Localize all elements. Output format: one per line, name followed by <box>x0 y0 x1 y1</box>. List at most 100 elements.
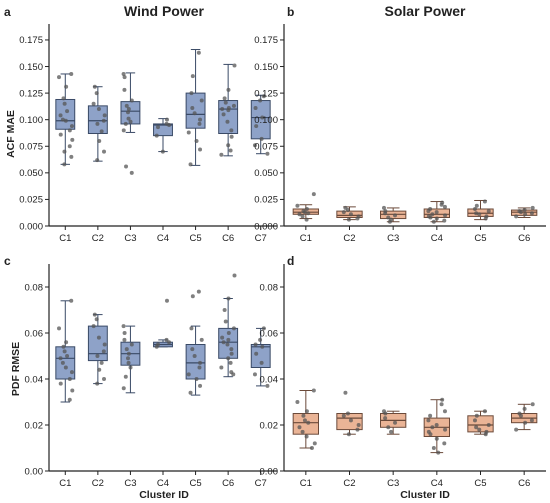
data-point <box>65 354 70 358</box>
data-point <box>167 123 172 127</box>
data-point <box>154 133 159 138</box>
data-point <box>123 374 128 379</box>
data-point <box>383 211 388 216</box>
data-point <box>64 340 69 345</box>
data-point <box>254 124 259 129</box>
panel-c-box-C4 <box>153 298 173 349</box>
data-point <box>431 219 436 224</box>
data-point <box>92 312 97 317</box>
data-point <box>123 121 128 126</box>
panel-a-box-C5 <box>185 49 206 167</box>
data-point <box>99 129 104 134</box>
data-point <box>472 418 477 423</box>
data-point <box>60 360 65 365</box>
data-point <box>522 406 527 411</box>
panel-a-ytick-label: 0.125 <box>19 88 43 99</box>
panel-d-ytick-label: 0.08 <box>260 282 279 293</box>
data-point <box>126 360 131 365</box>
data-point <box>345 208 350 213</box>
data-point <box>439 402 444 407</box>
data-point <box>530 205 535 210</box>
data-point <box>223 100 228 105</box>
panel-c-ylabel: PDF RMSE <box>10 342 22 396</box>
data-point <box>442 441 447 446</box>
data-point <box>231 372 236 377</box>
panel-d-xtick-label: C1 <box>300 478 312 489</box>
data-point <box>477 427 482 432</box>
data-point <box>477 212 482 217</box>
panel-a-ytick-label: 0.075 <box>19 142 43 153</box>
data-point <box>126 116 131 121</box>
data-point <box>434 436 439 441</box>
panel-c-ytick-label: 0.02 <box>25 420 44 431</box>
panel-d-xtick-label: C2 <box>343 478 355 489</box>
data-point <box>440 397 445 402</box>
data-point <box>229 351 234 356</box>
data-point <box>226 331 231 335</box>
data-point <box>301 413 306 418</box>
panel-c-box-C1 <box>55 298 76 403</box>
data-point <box>122 331 127 335</box>
data-point <box>232 63 237 68</box>
data-point <box>300 214 305 219</box>
data-point <box>222 96 227 101</box>
panel-c-letter: c <box>4 254 11 268</box>
data-point <box>122 87 127 92</box>
data-point <box>426 209 431 214</box>
data-point <box>229 134 234 139</box>
data-point <box>198 117 203 122</box>
data-point <box>199 98 204 103</box>
data-point <box>125 110 130 115</box>
data-point <box>254 351 259 356</box>
data-point <box>389 429 394 434</box>
panel-b: b Solar Power 0.0000.0250.0500.0750.1000… <box>254 3 546 244</box>
panel-a-ylabel: ACF MAE <box>5 110 17 158</box>
data-point <box>125 356 130 361</box>
data-point <box>309 446 314 450</box>
data-point <box>199 337 204 342</box>
data-point <box>383 411 388 416</box>
panel-b-title: Solar Power <box>385 3 466 19</box>
data-point <box>190 74 195 79</box>
data-point <box>297 212 302 217</box>
panel-c-xtick-label: C4 <box>157 478 169 489</box>
panel-b-ytick-label: 0.075 <box>254 142 278 153</box>
panel-a-box-C1 <box>55 71 76 167</box>
panel-c: c PDF RMSE Cluster ID 0.000.020.040.060.… <box>4 254 277 501</box>
data-point <box>231 103 236 108</box>
data-point <box>341 210 346 215</box>
panel-b-letter: b <box>287 5 294 19</box>
data-point <box>188 162 193 167</box>
panel-b-box-C2 <box>336 205 363 222</box>
panel-a-box-C7 <box>250 94 271 156</box>
panel-c-box-C3 <box>120 324 141 394</box>
panel-d-ytick-label: 0.00 <box>260 466 279 477</box>
iqr-box <box>250 344 271 368</box>
panel-d-box-C3 <box>380 409 407 435</box>
data-point <box>225 342 230 347</box>
panel-a-title: Wind Power <box>124 3 205 19</box>
panel-d-plot: 0.00 0.02 0.04 0.06 0.08 C1 C2 C3 C4 C5 C6 <box>260 264 546 489</box>
data-point <box>228 360 233 365</box>
panel-d-box-C1 <box>292 388 319 450</box>
data-point <box>523 212 528 217</box>
data-point <box>92 84 97 89</box>
data-point <box>387 219 392 224</box>
data-point <box>474 211 479 216</box>
data-point <box>442 218 447 223</box>
data-point <box>129 170 134 175</box>
data-point <box>223 319 228 324</box>
data-point <box>58 381 63 386</box>
data-point <box>474 413 479 418</box>
data-point <box>102 377 107 381</box>
data-point <box>430 212 435 217</box>
panel-a-xtick-label: C7 <box>255 233 267 244</box>
panel-a-xtick-label: C4 <box>157 233 169 244</box>
panel-d-xlabel: Cluster ID <box>400 489 450 501</box>
data-point <box>226 108 231 113</box>
data-point <box>67 397 72 402</box>
data-point <box>306 420 311 425</box>
panel-c-box-C7 <box>250 326 271 388</box>
data-point <box>194 377 199 381</box>
panel-d-xtick-label: C3 <box>387 478 399 489</box>
